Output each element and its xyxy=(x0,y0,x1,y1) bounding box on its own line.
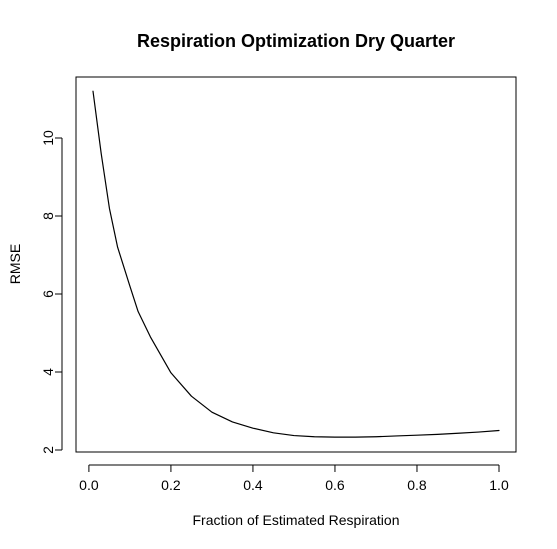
y-tick-label: 2 xyxy=(40,446,56,454)
series-layer xyxy=(92,90,500,438)
chart-title: Respiration Optimization Dry Quarter xyxy=(137,31,455,51)
y-axis-label: RMSE xyxy=(7,244,23,284)
x-axis: 0.0 0.2 0.4 0.6 0.8 1.0 xyxy=(79,464,509,493)
y-axis: 2 4 6 8 10 xyxy=(40,130,63,454)
series-line xyxy=(92,90,500,438)
x-tick-label: 0.6 xyxy=(325,477,345,493)
x-tick-label: 0.0 xyxy=(79,477,99,493)
y-tick-label: 8 xyxy=(40,212,56,220)
x-axis-label: Fraction of Estimated Respiration xyxy=(193,512,400,528)
y-tick-label: 4 xyxy=(40,368,56,376)
x-tick-label: 1.0 xyxy=(489,477,509,493)
y-tick-label: 10 xyxy=(40,130,56,146)
y-tick-label: 6 xyxy=(40,290,56,298)
x-tick-label: 0.2 xyxy=(161,477,181,493)
x-tick-label: 0.8 xyxy=(407,477,427,493)
plot-frame xyxy=(75,76,517,453)
x-tick-label: 0.4 xyxy=(243,477,263,493)
